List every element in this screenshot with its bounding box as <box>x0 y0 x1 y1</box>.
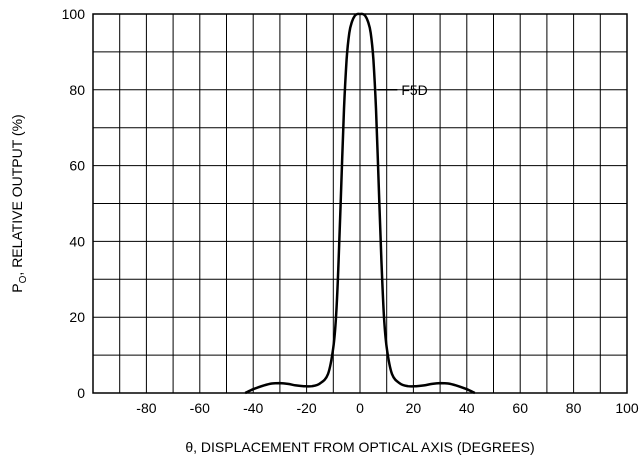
x-axis-ticks: -80 -60 -40 -20 0 20 40 60 80 100 <box>136 400 639 416</box>
annotation-label: F5D <box>401 82 427 98</box>
x-tick-label: 80 <box>566 400 582 416</box>
x-tick-label: 60 <box>512 400 528 416</box>
y-tick-label: 20 <box>69 309 85 325</box>
x-tick-label: 20 <box>406 400 422 416</box>
y-axis-title-rest: , RELATIVE OUTPUT (%) <box>9 114 25 275</box>
x-tick-label: 0 <box>356 400 364 416</box>
x-tick-label: -60 <box>190 400 210 416</box>
x-tick-label: -40 <box>243 400 263 416</box>
y-axis-title-main: P <box>9 283 25 292</box>
x-tick-label: 40 <box>459 400 475 416</box>
x-axis-title: θ, DISPLACEMENT FROM OPTICAL AXIS (DEGRE… <box>185 439 534 455</box>
y-axis-title-subscript: O <box>18 275 29 283</box>
y-tick-label: 40 <box>69 233 85 249</box>
y-axis-title: PO, RELATIVE OUTPUT (%) <box>9 114 29 292</box>
x-tick-label: 100 <box>615 400 639 416</box>
y-axis-ticks: 0 20 40 60 80 100 <box>62 6 86 401</box>
x-tick-label: -20 <box>296 400 316 416</box>
grid <box>93 14 627 393</box>
y-tick-label: 80 <box>69 82 85 98</box>
x-tick-label: -80 <box>136 400 156 416</box>
series-line-f5d <box>244 12 476 395</box>
y-tick-label: 0 <box>77 385 85 401</box>
y-tick-label: 60 <box>69 158 85 174</box>
y-tick-label: 100 <box>62 6 86 22</box>
